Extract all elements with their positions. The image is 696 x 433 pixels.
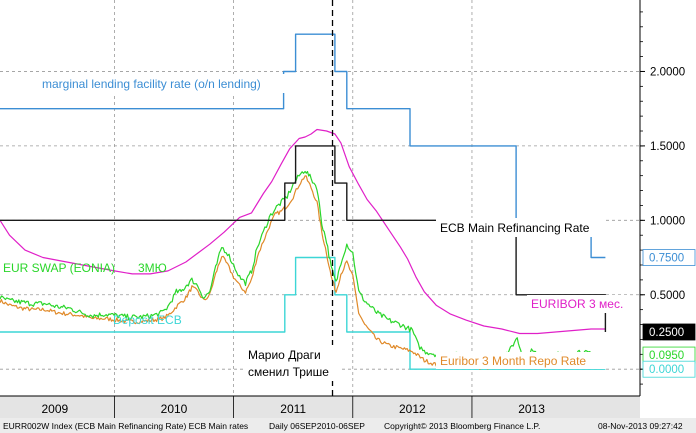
current-value-label: 0.7500: [649, 253, 684, 265]
current-value-badge: [642, 249, 696, 266]
footer-timestamp: 08-Nov-2013 09:27:42: [598, 421, 683, 431]
euribor-3m-label: EURIBOR 3 мес.: [531, 297, 623, 311]
current-value-badge: [642, 323, 696, 341]
y-tick-label: 1.0000: [650, 215, 685, 227]
marginal-lending-label: marginal lending facility rate (o/n lend…: [42, 77, 261, 91]
eonia-swap-label-suffix: 3MЮ: [138, 261, 167, 275]
x-tick-label: 2009: [41, 402, 68, 416]
footer-band: [0, 418, 696, 433]
footer-title: EURR002W Index (ECB Main Refinancing Rat…: [3, 421, 248, 431]
eonia-swap-label: EUR SWAP (EONIA): [3, 261, 115, 275]
event-label-line1: Марио Драги: [248, 348, 321, 362]
x-tick-label: 2010: [161, 402, 188, 416]
current-value-label: 0.0000: [649, 364, 684, 376]
deposit-ecb-label: Deposit ECB: [113, 313, 182, 327]
refi-label-background: [436, 218, 604, 237]
footer-copyright: Copyright© 2013 Bloomberg Finance L.P.: [384, 421, 540, 431]
series-line-ecb-main-refinancing-rate: [0, 145, 607, 332]
current-value-label: 0.0950: [649, 350, 684, 362]
x-tick-label: 2013: [518, 402, 545, 416]
event-label-line2: сменил Трише: [248, 365, 329, 379]
refi-rate-label: ECB Main Refinancing Rate: [440, 221, 590, 235]
event-label-background: [245, 345, 339, 381]
x-tick-label: 2012: [399, 402, 426, 416]
x-axis-ticks: 2009 2010 2011 2012 2013: [41, 396, 545, 418]
plot-background: [0, 0, 640, 396]
y-tick-label: 0.5000: [650, 290, 685, 302]
repo-label-background: [436, 352, 606, 369]
series-line-euribor-3: [0, 128, 606, 335]
current-value-label: 0.2500: [649, 327, 684, 339]
y-tick-label: 2.0000: [650, 66, 685, 78]
y-tick-label: 1.5000: [650, 141, 685, 153]
current-value-badge: [642, 360, 696, 378]
repo-rate-label: Euribor 3 Month Repo Rate: [440, 354, 586, 368]
x-tick-label: 2011: [280, 402, 306, 416]
x-axis-band: [0, 396, 640, 418]
current-value-badges: 0.7500 0.2500 0.0950 0.0000: [642, 249, 696, 378]
euribor-label-background: [527, 295, 628, 313]
footer-period: Daily 06SEP2010-06SEP: [269, 421, 365, 431]
series-line-deposit-ecb: [0, 256, 606, 370]
marginal-label-background: [40, 74, 306, 93]
